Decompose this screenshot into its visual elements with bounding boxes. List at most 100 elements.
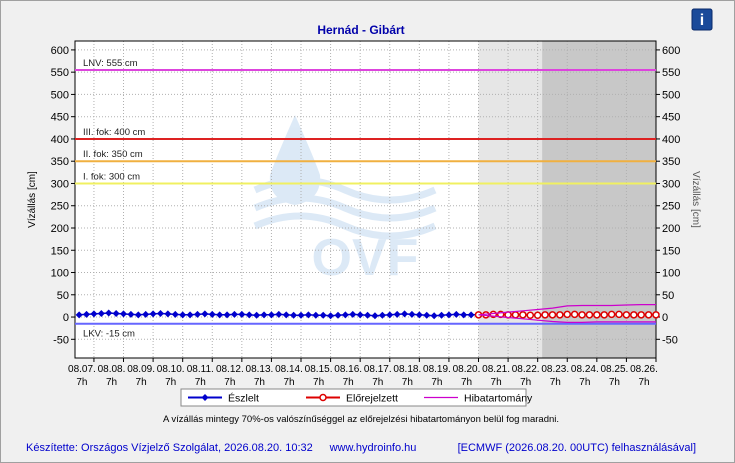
y-axis-label: Vízállás [cm] <box>27 171 38 228</box>
level-label: I. fok: 300 cm <box>83 171 140 182</box>
forecast-shading <box>542 41 656 358</box>
marker <box>430 312 438 320</box>
marker <box>230 310 238 318</box>
marker <box>267 311 275 319</box>
x-tick-label: 08.12. <box>216 364 244 375</box>
x-tick-hour: 7h <box>550 377 561 388</box>
marker <box>134 311 142 319</box>
x-tick-hour: 7h <box>343 377 354 388</box>
y-tick-label: -50 <box>53 334 69 346</box>
marker <box>460 311 468 319</box>
level-label: II. fok: 350 cm <box>83 149 143 160</box>
marker <box>607 310 616 319</box>
marker <box>511 311 520 319</box>
marker <box>156 309 164 317</box>
x-tick-hour: 7h <box>520 377 531 388</box>
marker <box>297 311 305 319</box>
marker <box>193 310 201 318</box>
y2-tick-label: 600 <box>662 45 680 57</box>
x-tick-hour: 7h <box>195 377 206 388</box>
footer-source: [ECMWF (2026.08.20. 00UTC) felhasználásá… <box>458 442 696 454</box>
footer-link[interactable]: www.hydroinfo.hu <box>329 442 417 454</box>
x-tick-hour: 7h <box>313 377 324 388</box>
marker <box>600 311 608 319</box>
marker <box>164 310 172 318</box>
marker <box>327 312 335 320</box>
marker <box>423 311 431 319</box>
marker <box>393 310 401 318</box>
marker <box>120 310 128 318</box>
marker <box>526 311 535 320</box>
info-icon[interactable] <box>691 8 713 31</box>
x-tick-label: 08.23. <box>541 364 569 375</box>
marker <box>105 309 113 317</box>
x-tick-hour: 7h <box>106 377 117 388</box>
y2-tick-label: 450 <box>662 112 680 124</box>
watermark-wave <box>253 194 437 222</box>
x-tick-label: 08.15. <box>305 364 333 375</box>
x-tick-label: 08.21. <box>482 364 510 375</box>
marker <box>644 311 653 319</box>
marker <box>179 311 187 319</box>
marker <box>75 311 83 319</box>
marker <box>223 311 231 319</box>
marker <box>438 311 446 319</box>
marker <box>83 310 91 318</box>
marker <box>548 311 557 319</box>
marker <box>171 310 179 318</box>
x-tick-label: 08.18. <box>393 364 421 375</box>
marker <box>371 312 379 320</box>
watermark-wave <box>253 212 437 240</box>
x-tick-hour: 7h <box>491 377 502 388</box>
legend-box <box>180 388 527 407</box>
x-tick-label: 08.22. <box>512 364 540 375</box>
y-tick-label: 100 <box>51 268 69 280</box>
marker <box>312 311 320 319</box>
watermark-text: OVF <box>312 229 419 287</box>
y2-tick-label: 150 <box>662 245 680 257</box>
level-label: LNV: 555 cm <box>83 58 138 69</box>
x-tick-hour: 7h <box>579 377 590 388</box>
y2-tick-label: 0 <box>662 312 668 324</box>
info-button[interactable]: i <box>691 8 713 31</box>
y-tick-label: 0 <box>63 312 69 324</box>
marker <box>90 310 98 318</box>
marker <box>622 311 631 319</box>
marker <box>408 310 416 318</box>
marker <box>452 310 460 318</box>
x-tick-label: 08.07. <box>68 364 96 375</box>
y2-axis-label: Vízállás [cm] <box>690 171 701 228</box>
marker <box>386 311 394 319</box>
x-tick-hour: 7h <box>76 377 87 388</box>
x-tick-hour: 7h <box>254 377 265 388</box>
x-tick-label: 08.10. <box>157 364 185 375</box>
marker <box>445 311 453 319</box>
plot-frame <box>74 40 657 359</box>
x-tick-label: 08.19. <box>423 364 451 375</box>
x-tick-hour: 7h <box>165 377 176 388</box>
chart-title: Hernád - Gibárt <box>317 23 404 37</box>
marker <box>275 310 283 318</box>
marker <box>467 311 475 319</box>
range-line <box>478 304 656 316</box>
marker <box>201 310 209 318</box>
y-tick-label: 350 <box>51 156 69 168</box>
y2-tick-label: 400 <box>662 134 680 146</box>
x-tick-label: 08.13. <box>246 364 274 375</box>
y-tick-label: 600 <box>51 45 69 57</box>
x-tick-label: 08.08. <box>98 364 126 375</box>
marker <box>149 310 157 318</box>
info-glyph[interactable]: i <box>700 12 704 29</box>
marker <box>112 309 120 317</box>
marker <box>341 311 349 319</box>
x-tick-hour: 7h <box>283 377 294 388</box>
marker <box>415 311 423 319</box>
y-tick-label: 500 <box>51 89 69 101</box>
x-tick-hour: 7h <box>609 377 620 388</box>
marker <box>142 310 150 318</box>
y2-tick-label: 100 <box>662 268 680 280</box>
marker <box>304 311 312 319</box>
x-tick-label: 08.11. <box>187 364 214 375</box>
x-tick-hour: 7h <box>461 377 472 388</box>
